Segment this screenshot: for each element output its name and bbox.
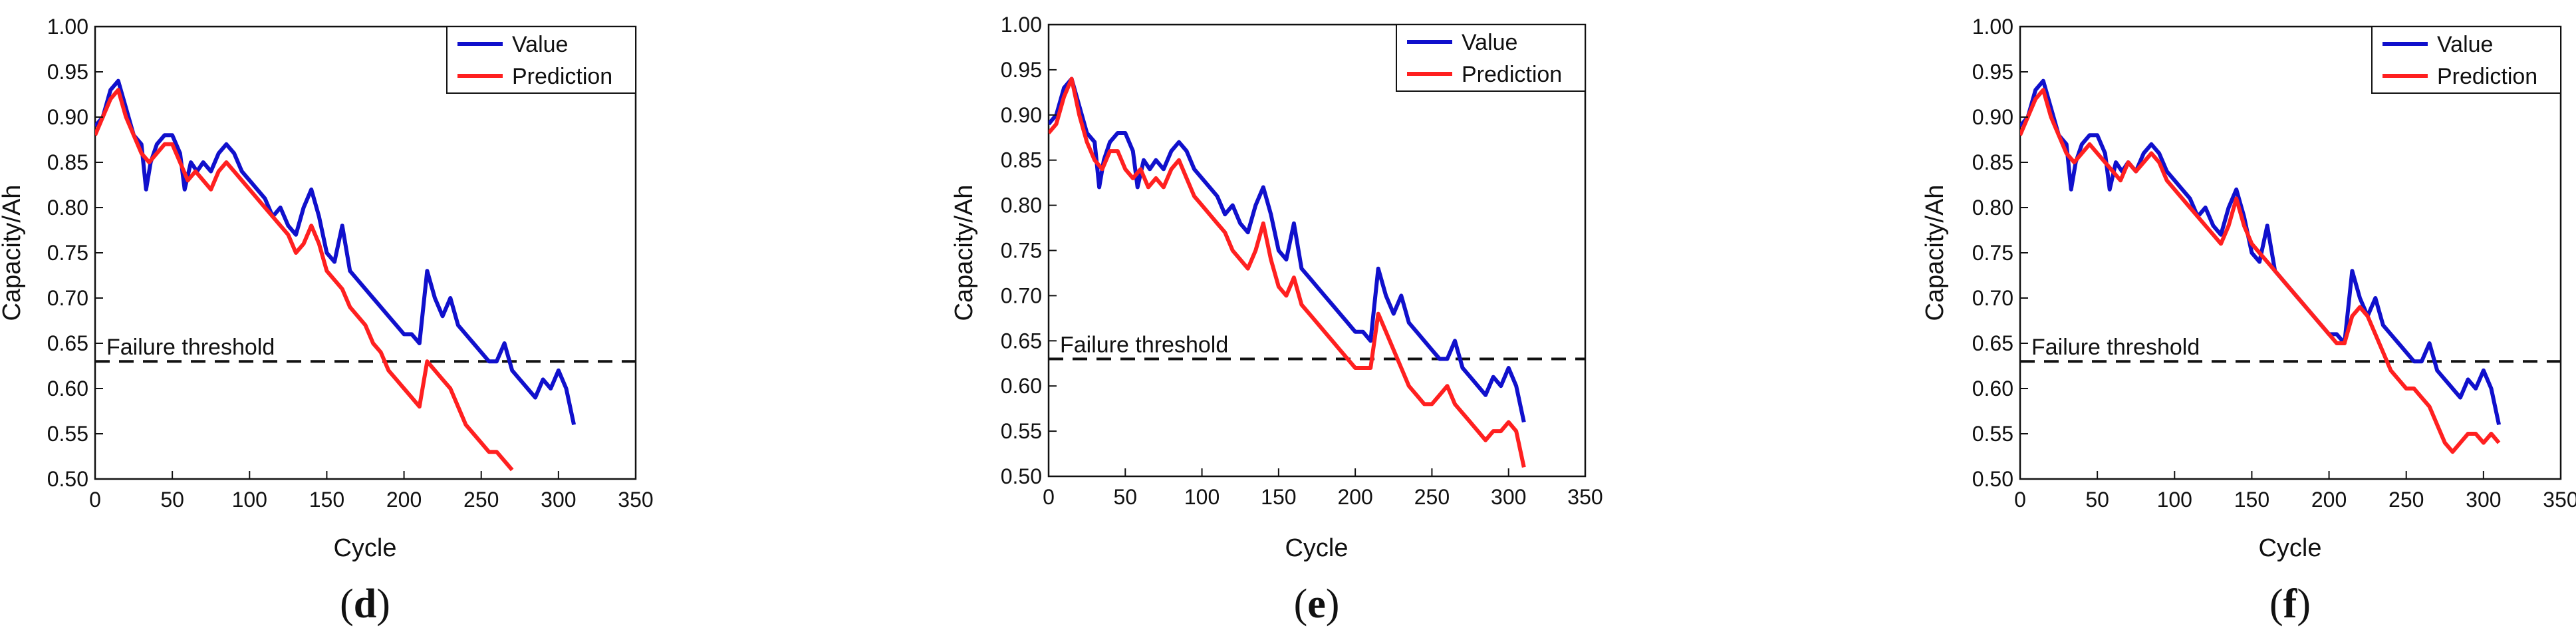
- series-line-prediction: [1049, 77, 1526, 468]
- panel-caption: (e): [1294, 581, 1340, 627]
- y-tick-label: 0.85: [1001, 148, 1042, 172]
- y-tick-label: 1.00: [47, 15, 88, 39]
- series-line-value: [95, 79, 577, 426]
- y-tick-label: 0.75: [47, 241, 88, 265]
- y-tick-label: 0.90: [1972, 105, 2013, 129]
- y-tick-label: 0.75: [1972, 241, 2013, 265]
- x-axis-label: Cycle: [2258, 534, 2321, 562]
- legend-label-value: Value: [512, 32, 568, 57]
- y-tick-label: 0.95: [1972, 60, 2013, 84]
- y-tick-label: 0.95: [47, 60, 88, 84]
- x-tick-label: 350: [618, 488, 653, 512]
- y-tick-label: 1.00: [1972, 15, 2013, 39]
- legend-frame: [1396, 24, 1586, 92]
- legend: Value Prediction: [446, 26, 636, 94]
- series-line-value: [2020, 79, 2502, 426]
- y-tick-label: 1.00: [1001, 13, 1042, 37]
- y-tick-label: 0.55: [47, 422, 88, 446]
- x-tick-label: 200: [1337, 485, 1372, 509]
- y-tick-label: 0.80: [1972, 196, 2013, 220]
- y-tick-label: 0.85: [1972, 150, 2013, 174]
- y-tick-label: 0.70: [1001, 283, 1042, 307]
- y-tick-label: 0.60: [1001, 374, 1042, 398]
- legend-label-value: Value: [2437, 32, 2493, 57]
- legend-label-prediction: Prediction: [512, 64, 612, 89]
- chart-panel-f: 0 50 100 150 200 250 300 350 0.50 0.55 0.60 0.65 0.7…: [1921, 15, 2576, 627]
- x-tick-label: 250: [1414, 485, 1450, 509]
- legend-label-prediction: Prediction: [1462, 62, 1562, 87]
- x-tick-label: 350: [2543, 488, 2576, 512]
- x-tick-label: 150: [309, 488, 344, 512]
- chart-panel-d: 0 50 100 150 200 250 300 350 0.50 0.55 0.60 0.65 0.7…: [0, 15, 654, 627]
- y-tick-label: 0.60: [1972, 377, 2013, 400]
- panel-letter: e: [1307, 581, 1326, 627]
- plot-frame: [1047, 23, 1587, 478]
- x-tick-label: 300: [2466, 488, 2501, 512]
- series-line-prediction: [2020, 88, 2501, 454]
- y-axis-label: Capacity/Ah: [1921, 185, 1949, 321]
- y-tick-label: 0.85: [47, 150, 88, 174]
- y-axis-label: Capacity/Ah: [0, 185, 26, 321]
- x-tick-label: 50: [160, 488, 184, 512]
- y-tick-label: 0.55: [1972, 422, 2013, 446]
- y-tick-label: 0.90: [1001, 103, 1042, 127]
- series-line-value: [1049, 77, 1526, 423]
- legend: Value Prediction: [2371, 26, 2561, 94]
- legend-frame: [446, 26, 636, 94]
- plot-frame: [94, 25, 637, 480]
- x-tick-label: 100: [1184, 485, 1220, 509]
- x-tick-label: 300: [541, 488, 576, 512]
- threshold-label: Failure threshold: [1060, 332, 1228, 357]
- panel-letter: f: [2283, 581, 2298, 627]
- x-axis-label: Cycle: [333, 534, 396, 562]
- threshold-label: Failure threshold: [106, 335, 275, 360]
- x-tick-label: 150: [1261, 485, 1296, 509]
- y-tick-label: 0.80: [47, 196, 88, 220]
- y-tick-label: 0.50: [1972, 467, 2013, 491]
- y-tick-label: 0.50: [47, 467, 88, 491]
- threshold-label: Failure threshold: [2031, 335, 2200, 360]
- plot-frame: [2019, 25, 2562, 480]
- x-tick-label: 200: [386, 488, 422, 512]
- panel-letter: d: [354, 581, 376, 627]
- y-tick-label: 0.75: [1001, 239, 1042, 263]
- x-tick-label: 100: [232, 488, 267, 512]
- y-tick-label: 0.65: [1972, 331, 2013, 355]
- y-tick-label: 0.80: [1001, 194, 1042, 218]
- chart-panel-e: 0 50 100 150 200 250 300 350 0.50 0.55 0.60 0.65 0.7…: [950, 13, 1603, 627]
- legend-label-prediction: Prediction: [2437, 64, 2537, 89]
- x-tick-label: 250: [2388, 488, 2424, 512]
- series-line-prediction: [95, 88, 514, 472]
- x-tick-label: 200: [2311, 488, 2347, 512]
- y-tick-label: 0.65: [1001, 329, 1042, 353]
- y-tick-label: 0.70: [47, 286, 88, 310]
- y-tick-label: 0.65: [47, 331, 88, 355]
- x-tick-label: 150: [2234, 488, 2269, 512]
- x-tick-label: 50: [2085, 488, 2109, 512]
- x-tick-label: 250: [463, 488, 499, 512]
- x-axis-label: Cycle: [1285, 534, 1348, 562]
- legend-label-value: Value: [1462, 30, 1517, 55]
- y-tick-label: 0.70: [1972, 286, 2013, 310]
- y-tick-label: 0.95: [1001, 58, 1042, 82]
- x-tick-label: 300: [1491, 485, 1526, 509]
- y-tick-label: 0.60: [47, 377, 88, 400]
- panel-caption: (d): [340, 581, 390, 627]
- x-tick-label: 100: [2157, 488, 2192, 512]
- legend-frame: [2371, 26, 2561, 94]
- y-tick-label: 0.55: [1001, 419, 1042, 443]
- y-tick-label: 0.90: [47, 105, 88, 129]
- y-tick-label: 0.50: [1001, 464, 1042, 488]
- y-axis-label: Capacity/Ah: [950, 185, 978, 321]
- panel-caption: (f): [2269, 581, 2311, 627]
- legend: Value Prediction: [1396, 24, 1586, 92]
- x-tick-label: 0: [89, 488, 101, 512]
- x-tick-label: 50: [1113, 485, 1137, 509]
- x-tick-label: 0: [1043, 485, 1055, 509]
- x-tick-label: 350: [1567, 485, 1603, 509]
- x-tick-label: 0: [2014, 488, 2026, 512]
